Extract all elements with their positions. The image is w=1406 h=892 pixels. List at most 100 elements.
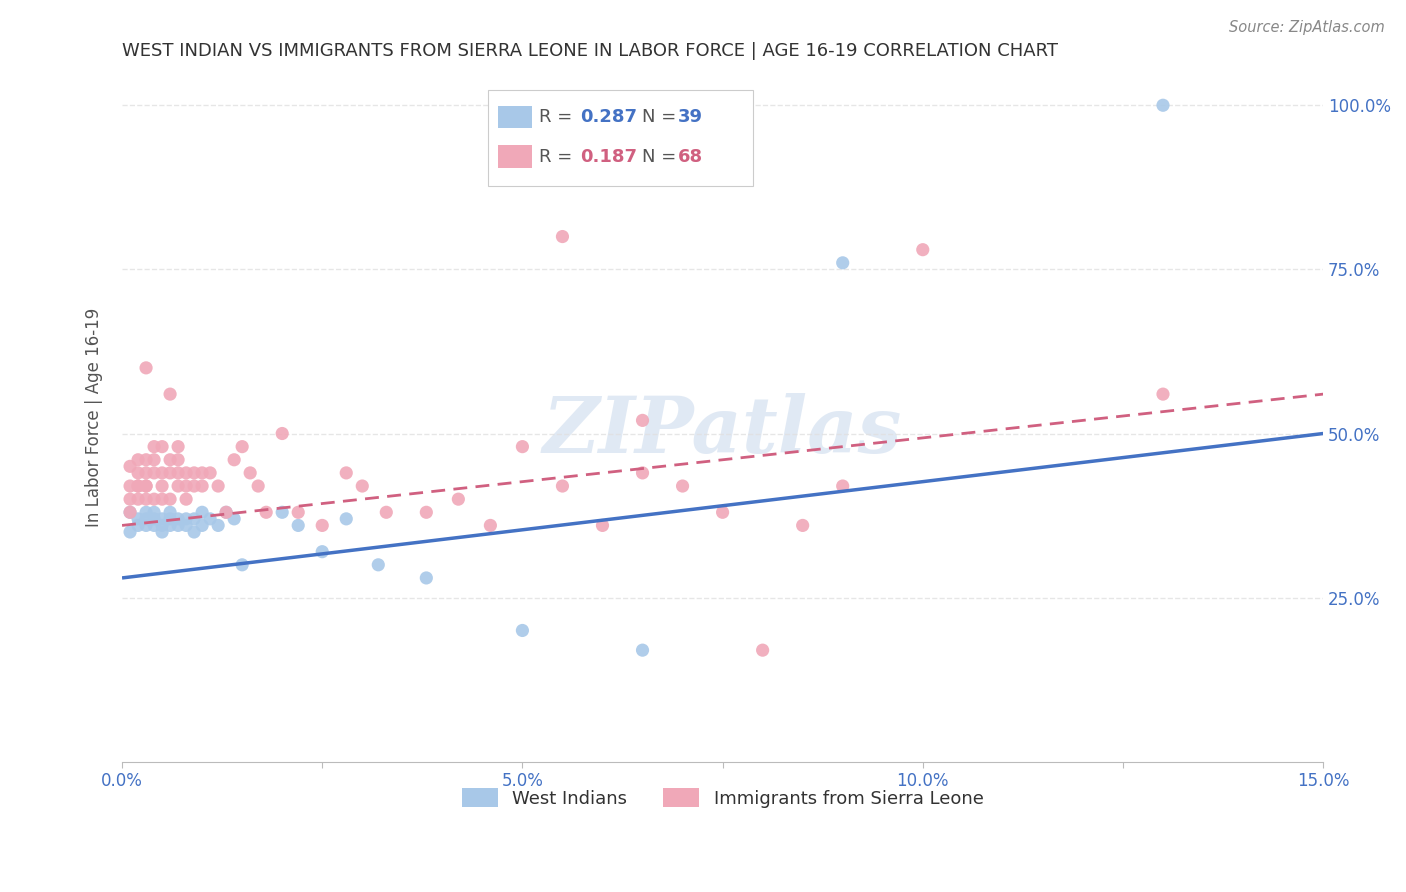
Point [551, 479, 574, 493]
Point [224, 452, 246, 467]
Point [150, 492, 173, 507]
Point [231, 558, 253, 572]
Point [207, 518, 229, 533]
Point [254, 505, 277, 519]
Point [592, 518, 614, 533]
Point [174, 518, 197, 533]
Point [311, 518, 333, 533]
Point [150, 524, 173, 539]
Point [167, 479, 190, 493]
Point [271, 505, 294, 519]
Y-axis label: In Labor Force | Age 16-19: In Labor Force | Age 16-19 [86, 308, 103, 526]
Point [271, 426, 294, 441]
Point [135, 518, 157, 533]
Point [120, 524, 142, 539]
Point [143, 492, 166, 507]
Point [631, 643, 654, 657]
Point [120, 505, 142, 519]
Point [159, 518, 181, 533]
Point [287, 518, 309, 533]
Point [551, 229, 574, 244]
Point [207, 479, 229, 493]
Point [183, 524, 205, 539]
Point [150, 518, 173, 533]
Point [167, 512, 190, 526]
Point [135, 505, 157, 519]
Point [174, 512, 197, 526]
Text: 0.287: 0.287 [579, 108, 637, 127]
Point [143, 512, 166, 526]
Point [335, 512, 357, 526]
Point [159, 452, 181, 467]
FancyBboxPatch shape [488, 90, 752, 186]
Text: Source: ZipAtlas.com: Source: ZipAtlas.com [1229, 20, 1385, 35]
Point [1152, 387, 1174, 401]
Point [239, 466, 262, 480]
Point [167, 466, 190, 480]
Point [120, 479, 142, 493]
Text: R =: R = [538, 147, 578, 166]
Point [512, 624, 534, 638]
Text: 39: 39 [678, 108, 703, 127]
Point [415, 505, 437, 519]
Point [831, 479, 853, 493]
Point [231, 440, 253, 454]
FancyBboxPatch shape [498, 106, 531, 128]
Point [135, 492, 157, 507]
Point [143, 452, 166, 467]
Point [751, 643, 773, 657]
Point [143, 466, 166, 480]
Point [135, 466, 157, 480]
Point [150, 479, 173, 493]
Point [127, 466, 149, 480]
Point [127, 512, 149, 526]
Text: WEST INDIAN VS IMMIGRANTS FROM SIERRA LEONE IN LABOR FORCE | AGE 16-19 CORRELATI: WEST INDIAN VS IMMIGRANTS FROM SIERRA LE… [122, 42, 1059, 60]
Point [143, 518, 166, 533]
Legend: West Indians, Immigrants from Sierra Leone: West Indians, Immigrants from Sierra Leo… [454, 781, 991, 814]
Point [375, 505, 398, 519]
Point [631, 466, 654, 480]
Point [191, 479, 214, 493]
Point [183, 479, 205, 493]
Point [311, 544, 333, 558]
Point [127, 479, 149, 493]
Point [120, 492, 142, 507]
Point [711, 505, 734, 519]
Point [183, 466, 205, 480]
Text: ZIPatlas: ZIPatlas [543, 392, 903, 469]
Point [135, 452, 157, 467]
Point [159, 492, 181, 507]
Point [367, 558, 389, 572]
Point [143, 505, 166, 519]
Point [415, 571, 437, 585]
Point [167, 518, 190, 533]
Point [127, 479, 149, 493]
Point [135, 360, 157, 375]
Text: N =: N = [643, 108, 682, 127]
Point [247, 479, 270, 493]
Point [183, 512, 205, 526]
Point [159, 466, 181, 480]
Point [831, 256, 853, 270]
Point [159, 512, 181, 526]
Point [512, 440, 534, 454]
Point [135, 479, 157, 493]
Point [224, 512, 246, 526]
Point [479, 518, 502, 533]
Point [143, 440, 166, 454]
Point [198, 512, 221, 526]
Point [352, 479, 374, 493]
Point [150, 440, 173, 454]
Point [191, 518, 214, 533]
Point [127, 518, 149, 533]
FancyBboxPatch shape [498, 145, 531, 168]
Point [215, 505, 238, 519]
Point [135, 512, 157, 526]
Point [671, 479, 693, 493]
Point [191, 505, 214, 519]
Point [287, 505, 309, 519]
Point [159, 505, 181, 519]
Point [631, 413, 654, 427]
Point [127, 452, 149, 467]
Point [159, 387, 181, 401]
